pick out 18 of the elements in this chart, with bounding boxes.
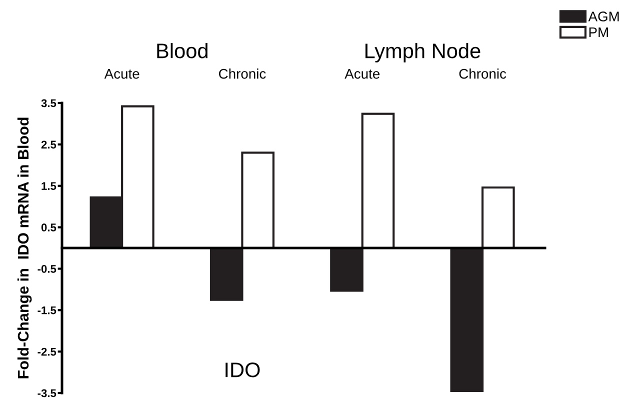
- text: Blood: [157, 42, 208, 58]
- x-tick-label: Chronic: [459, 68, 506, 79]
- y-tick-label: 0.5: [41, 224, 56, 232]
- legend-label: AGM: [588, 12, 619, 22]
- y-tick-label: 1.5: [42, 182, 56, 190]
- y-tick-label: -1.5: [38, 306, 56, 314]
- y-tick-label: -0.5: [38, 264, 56, 273]
- y-tick-label: 3.5: [41, 99, 56, 108]
- x-tick-label: Chronic: [219, 68, 266, 79]
- y-axis-title: Fold-Change in IDO mRNA in Blood: [17, 118, 32, 378]
- x-tick-label: Acute: [104, 69, 140, 79]
- annotation: IDO: [226, 362, 260, 378]
- y-tick-label: -3.5: [38, 389, 56, 398]
- x-tick-label: Acute: [344, 69, 380, 79]
- y-tick-label: 2.5: [41, 140, 56, 149]
- legend-label: PM: [589, 27, 608, 38]
- text: Lymph Node: [365, 42, 480, 62]
- y-tick-label: -2.5: [38, 348, 56, 356]
